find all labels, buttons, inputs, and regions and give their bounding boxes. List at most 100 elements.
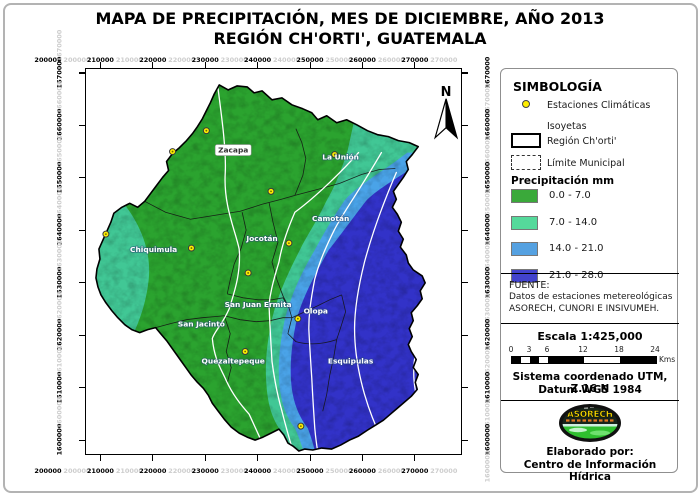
climate-station-center — [171, 150, 174, 153]
axis-tick — [462, 72, 468, 74]
climate-station-center — [296, 317, 299, 320]
axis-tick — [462, 387, 468, 389]
axis-tick — [414, 62, 416, 68]
municipality-label: Jocotán — [245, 234, 277, 243]
scalebar-segment — [548, 357, 584, 363]
divider — [501, 400, 679, 401]
precip-class-range: 14.0 - 21.0 — [549, 243, 604, 254]
climate-station-center — [104, 233, 107, 236]
map-frame: Zacapa La Unión Camotán Chiquimula Jocotán Sa… — [85, 68, 462, 455]
source-heading: FUENTE: — [509, 280, 550, 291]
title-line2: REGIÓN CH'ORTI', GUATEMALA — [213, 29, 487, 48]
scalebar-segment — [539, 357, 548, 363]
axis-tick — [309, 62, 311, 68]
scalebar-number: 18 — [614, 345, 624, 354]
axis-tick — [79, 124, 85, 127]
municipality-label: San Jacinto — [178, 320, 225, 329]
axis-tick — [79, 177, 85, 179]
page-title: MAPA DE PRECIPITACIÓN, MES DE DICIEMBRE,… — [0, 9, 700, 49]
municipality-label: San Juan Ermita — [225, 300, 292, 309]
x-axis-label-ghost: 220000 — [168, 56, 196, 64]
y-axis-label-ghost: 1600000 — [55, 396, 64, 429]
y-axis-label-ghost: 1620000 — [55, 291, 64, 324]
scalebar — [511, 356, 657, 364]
y-axis-label-ghost: 1670000 — [55, 29, 64, 62]
municipality-label-box — [214, 144, 252, 156]
legend-item-limite: Límite Municipal — [547, 158, 625, 169]
climate-station-center — [205, 129, 208, 132]
credit-line2: Centro de Información Hídrica — [523, 459, 657, 483]
region-outline-icon — [511, 133, 541, 148]
climate-station-center — [299, 425, 302, 428]
x-axis-label: 220000 — [139, 56, 167, 64]
crs-line1: Sistema coordenado UTM, Z.16 N — [512, 371, 668, 395]
credit-line1: Elaborado por: — [546, 446, 634, 458]
dashed-outline-icon — [511, 155, 541, 170]
north-arrow: N — [433, 85, 459, 140]
x-axis-label-ghost: 260000 — [377, 56, 405, 64]
x-axis-label-ghost: 210000 — [115, 56, 143, 64]
scalebar-number: 0 — [508, 345, 514, 354]
legend-heading: SIMBOLOGÍA — [513, 79, 602, 94]
axis-tick — [257, 455, 259, 461]
x-axis-label: 260000 — [348, 56, 376, 64]
precip-heading: Precipitación mm — [511, 175, 615, 187]
axis-tick — [79, 387, 85, 389]
y-axis-label-ghost: 1660000 — [55, 82, 64, 114]
x-axis-label: 270000 — [401, 56, 429, 64]
x-axis-label: 230000 — [191, 467, 219, 475]
title-line1: MAPA DE PRECIPITACIÓN, MES DE DICIEMBRE,… — [95, 9, 605, 28]
municipality-labels-layer: Zacapa La Unión Camotán Chiquimula Jocotán Sa… — [129, 144, 375, 366]
x-axis-label: 200000 — [34, 467, 62, 475]
axis-tick — [414, 455, 416, 461]
axis-tick — [79, 229, 85, 231]
x-axis-label-ghost: 200000 — [63, 467, 91, 475]
axis-tick — [361, 62, 364, 68]
scalebar-numbers: 0 3 6 12 18 24 — [509, 345, 671, 354]
north-arrow-left — [433, 98, 447, 140]
north-label: N — [441, 85, 452, 100]
axis-tick — [462, 334, 468, 336]
axis-tick — [257, 62, 259, 68]
asorech-logo: ASORECH — [559, 404, 621, 442]
axis-tick — [462, 229, 468, 231]
map-canvas: Zacapa La Unión Camotán Chiquimula Jocotán Sa… — [95, 84, 459, 452]
axis-tick — [152, 62, 154, 68]
axis-tick — [204, 62, 206, 68]
x-axis-label: 240000 — [244, 467, 272, 475]
climate-station-center — [190, 247, 193, 249]
scalebar-number: 12 — [578, 345, 588, 354]
legend-panel: SIMBOLOGÍA Estaciones Climáticas Isoyeta… — [500, 68, 679, 483]
x-axis-label-ghost: 250000 — [325, 467, 353, 475]
x-axis-label: 270000 — [401, 467, 429, 475]
axis-tick — [99, 62, 102, 68]
x-axis-label-ghost: 230000 — [220, 467, 248, 475]
divider — [501, 273, 679, 274]
scalebar-segment — [521, 357, 530, 363]
climate-station-center — [333, 153, 336, 156]
axis-tick — [462, 282, 468, 284]
axis-tick — [309, 455, 311, 461]
scalebar-segment — [620, 357, 656, 363]
station-dot-icon — [522, 100, 530, 108]
climate-station-center — [288, 242, 290, 244]
axis-tick — [79, 72, 85, 74]
x-axis-label: 210000 — [86, 56, 114, 64]
x-axis-label: 240000 — [244, 56, 272, 64]
axis-tick — [462, 439, 468, 441]
climate-station-center — [244, 350, 247, 353]
precipitation-zones — [95, 84, 426, 452]
x-axis-label-ghost: 230000 — [220, 56, 248, 64]
x-axis-label-ghost: 240000 — [273, 467, 301, 475]
x-axis-label: 230000 — [191, 56, 219, 64]
scalebar-unit: Kms — [659, 355, 676, 364]
municipal-boundaries — [144, 128, 396, 412]
municipality-label: Quezaltepeque — [202, 356, 265, 365]
axis-tick — [79, 282, 85, 284]
axis-tick — [462, 124, 468, 127]
axis-tick — [99, 455, 102, 461]
legend-item-region: Región Ch'orti' — [547, 136, 617, 147]
legend-item-isoyetas: Isoyetas — [547, 121, 587, 132]
source-line2: ASORECH, CUNORI E INSIVUMEH. — [509, 304, 660, 314]
